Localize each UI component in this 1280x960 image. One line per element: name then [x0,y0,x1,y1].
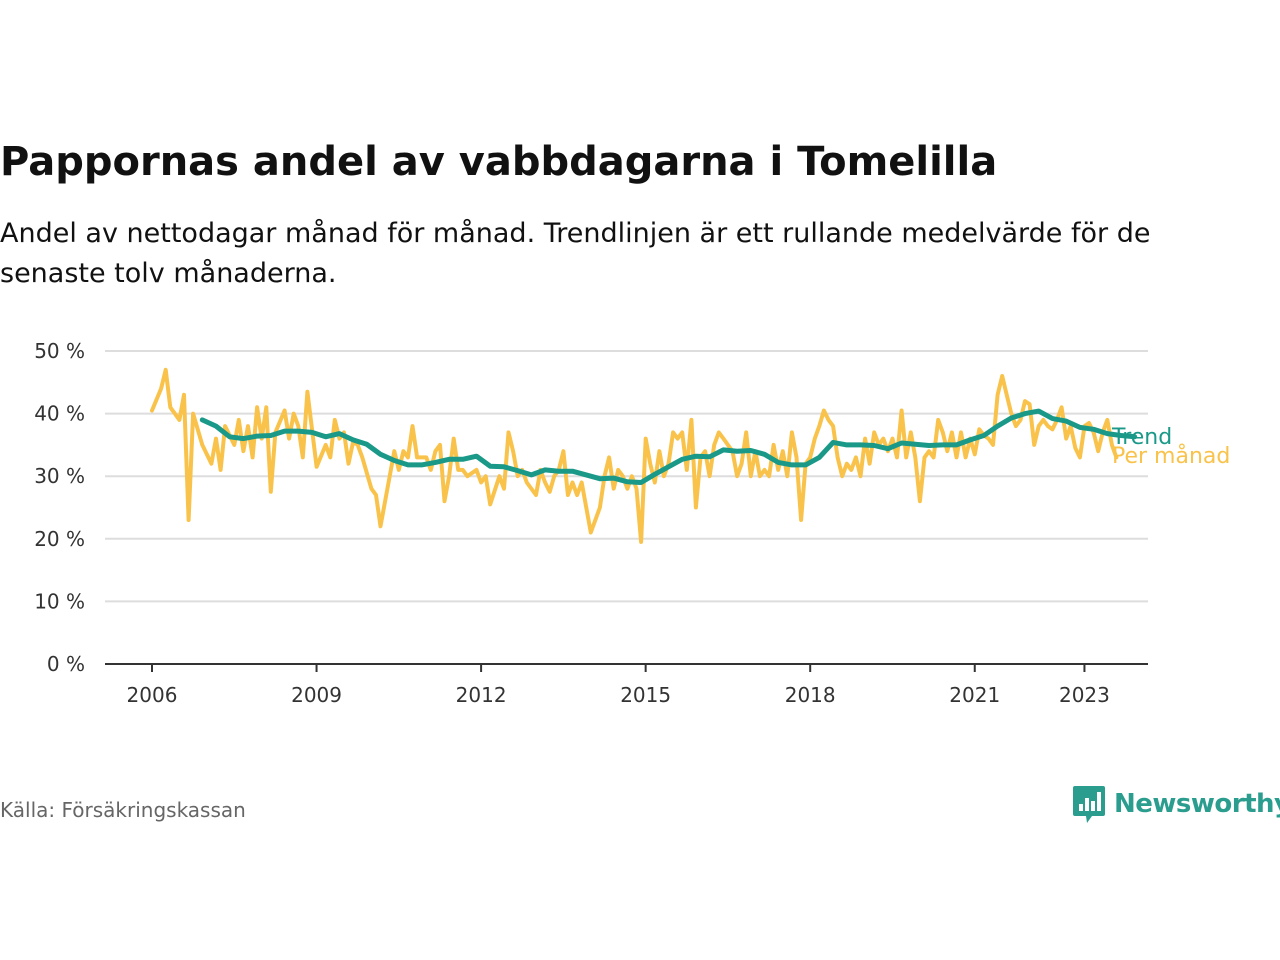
x-tick-label: 2006 [127,683,178,707]
y-tick-label: 20 % [34,527,85,551]
x-tick-label: 2018 [785,683,836,707]
y-tick-label: 10 % [34,589,85,613]
x-tick-label: 2023 [1059,683,1110,707]
y-axis-labels: 0 % 10 % 20 % 30 % 40 % 50 % [34,339,85,676]
x-tick-label: 2009 [291,683,342,707]
chart-title: Pappornas andel av vabbdagarna i Tomelil… [0,139,998,185]
y-tick-label: 30 % [34,464,85,488]
gridlines [105,350,1148,603]
x-axis: 2006 2009 2012 2015 2018 2021 2023 [105,663,1148,707]
brand-name: Newsworthy [1114,789,1280,819]
x-tick-label: 2015 [620,683,671,707]
newsworthy-logo-icon [1073,786,1105,823]
series-monthly-line [150,367,1119,544]
line-chart: 0 % 10 % 20 % 30 % 40 % 50 % 2006 2009 2012 2015… [34,339,1230,707]
brand-logo: Newsworthy [1072,784,1280,824]
chart-subtitle: Andel av nettodagar månad för månad. Tre… [0,218,1151,289]
x-tick-label: 2021 [949,683,1000,707]
source-note: Källa: Försäkringskassan [0,798,246,822]
legend-monthly-label: Per månad [1112,443,1230,469]
y-tick-label: 50 % [34,339,85,363]
y-tick-label: 40 % [34,402,85,426]
x-tick-label: 2012 [456,683,507,707]
series-trend-line [199,408,1138,485]
legend-trend-label: Trend [1111,425,1172,450]
y-tick-label: 0 % [47,652,85,676]
series-lines [150,367,1138,544]
